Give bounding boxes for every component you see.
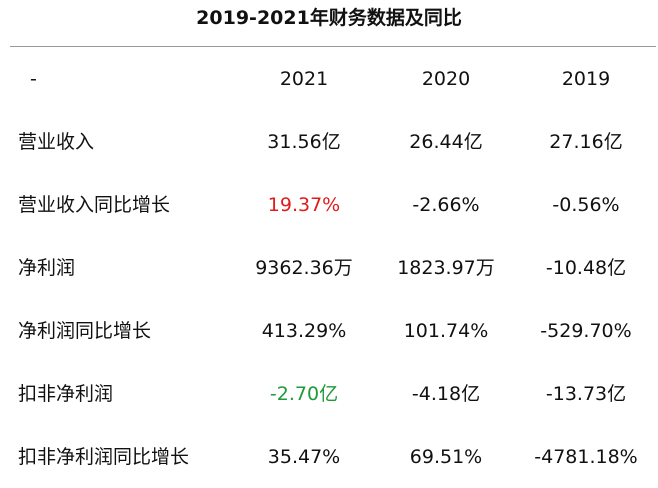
value-cell: -4.18亿 <box>411 382 481 405</box>
value-cell-highlight-negative: -2.70亿 <box>269 382 339 405</box>
value-cell: 9362.36万 <box>255 256 353 279</box>
value-cell: -13.73亿 <box>545 382 627 405</box>
row-label: 营业收入 <box>18 130 95 153</box>
financial-table: - 2021 2020 2019 营业收入 31.56亿 26.44亿 27.1… <box>10 47 656 488</box>
value-cell: 1823.97万 <box>397 256 495 279</box>
table-row: 净利润 9362.36万 1823.97万 -10.48亿 <box>10 236 656 299</box>
table-row: 扣非净利润同比增长 35.47% 69.51% -4781.18% <box>10 425 656 488</box>
table-row: 净利润同比增长 413.29% 101.74% -529.70% <box>10 299 656 362</box>
header-year-2019: 2019 <box>561 67 611 90</box>
header-year-2021: 2021 <box>279 67 329 90</box>
value-cell: 101.74% <box>403 319 489 342</box>
value-cell: 69.51% <box>409 445 483 468</box>
table-title: 2019-2021年财务数据及同比 <box>196 7 462 29</box>
header-row: - 2021 2020 2019 <box>10 47 656 110</box>
value-cell: -0.56% <box>552 193 620 216</box>
value-cell: 26.44亿 <box>409 130 483 153</box>
value-cell: 35.47% <box>267 445 341 468</box>
row-label: 营业收入同比增长 <box>18 193 171 216</box>
row-label: 净利润 <box>18 256 76 279</box>
value-cell: 413.29% <box>261 319 347 342</box>
title-divider <box>10 46 656 47</box>
value-cell: -529.70% <box>540 319 632 342</box>
value-cell: -2.66% <box>412 193 480 216</box>
value-cell: 31.56亿 <box>267 130 341 153</box>
row-label: 净利润同比增长 <box>18 319 152 342</box>
financial-summary: 2019-2021年财务数据及同比 - 2021 2020 2019 营业收入 … <box>10 7 656 468</box>
header-label-cell: - <box>30 67 37 90</box>
row-label: 扣非净利润同比增长 <box>18 445 190 468</box>
value-cell: -4781.18% <box>534 445 638 468</box>
value-cell: 27.16亿 <box>549 130 623 153</box>
value-cell-highlight-positive: 19.37% <box>267 193 341 216</box>
table-row: 扣非净利润 -2.70亿 -4.18亿 -13.73亿 <box>10 362 656 425</box>
table-row: 营业收入 31.56亿 26.44亿 27.16亿 <box>10 110 656 173</box>
value-cell: -10.48亿 <box>545 256 627 279</box>
table-row: 营业收入同比增长 19.37% -2.66% -0.56% <box>10 173 656 236</box>
row-label: 扣非净利润 <box>18 382 114 405</box>
header-year-2020: 2020 <box>421 67 471 90</box>
